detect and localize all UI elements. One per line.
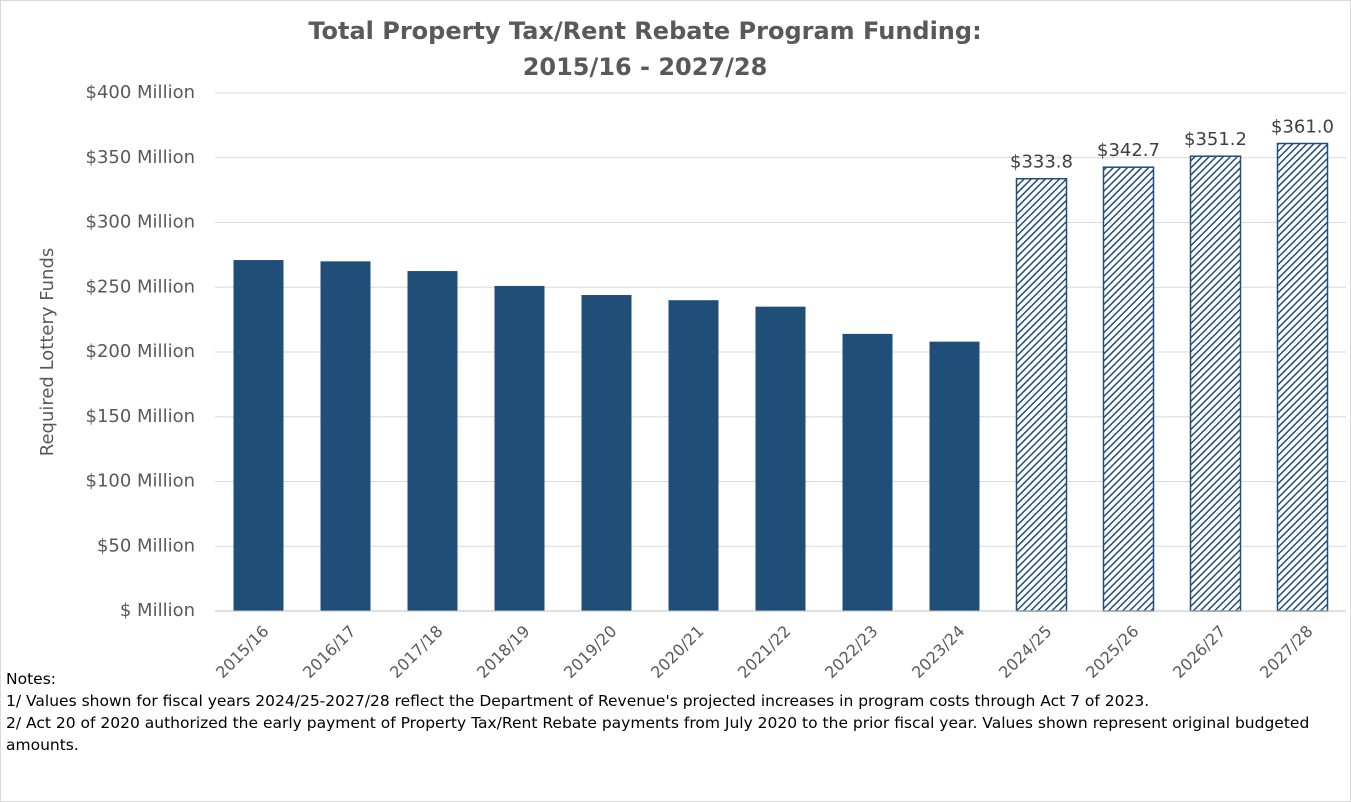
chart-title: 2015/16 - 2027/28	[523, 53, 768, 81]
note: 1/ Values shown for fiscal years 2024/25…	[6, 692, 1150, 710]
bar	[1189, 155, 1242, 612]
y-axis-label: Required Lottery Funds	[37, 248, 58, 457]
bar	[1102, 166, 1155, 612]
bar	[494, 285, 545, 611]
note: Notes:	[6, 670, 56, 688]
data-label: $342.7	[1097, 140, 1160, 161]
note: 2/ Act 20 of 2020 authorized the early p…	[6, 714, 1310, 754]
bar	[581, 295, 632, 611]
y-tick-label: $300 Million	[86, 212, 196, 233]
bar	[233, 260, 284, 611]
bar	[407, 271, 458, 611]
y-tick-label: $350 Million	[86, 147, 196, 168]
bar	[929, 341, 980, 611]
data-label: $333.8	[1010, 152, 1073, 173]
y-tick-label: $400 Million	[86, 82, 196, 103]
y-tick-label: $50 Million	[97, 535, 195, 556]
y-tick-label: $100 Million	[86, 471, 196, 492]
bar	[1015, 177, 1068, 612]
y-tick-label: $250 Million	[86, 276, 196, 297]
notes: Notes: 1/ Values shown for fiscal years 2…	[6, 668, 1336, 756]
bar	[842, 333, 893, 611]
bar	[320, 261, 371, 611]
data-label: $361.0	[1271, 117, 1334, 138]
bar	[755, 306, 806, 611]
y-tick-label: $ Million	[120, 600, 195, 621]
bar	[1276, 142, 1329, 612]
chart-title: Total Property Tax/Rent Rebate Program F…	[308, 17, 981, 45]
bar	[668, 300, 719, 611]
y-tick-label: $200 Million	[86, 341, 196, 362]
y-tick-label: $150 Million	[86, 406, 196, 427]
data-label: $351.2	[1184, 129, 1247, 150]
